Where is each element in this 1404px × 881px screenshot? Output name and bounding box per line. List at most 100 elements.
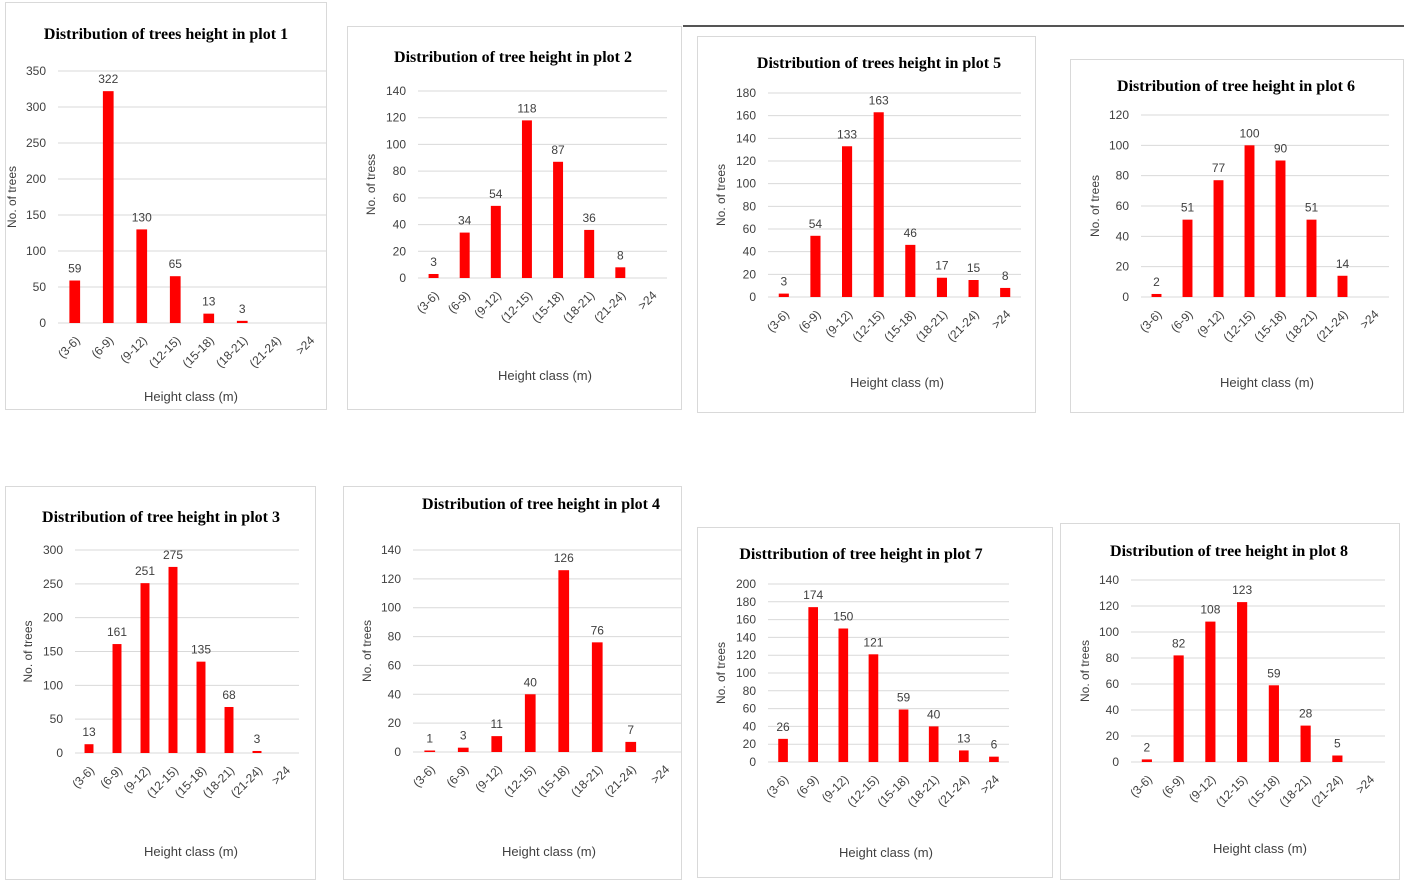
y-axis-label: No. of trees <box>714 164 728 226</box>
data-label-12-15: 123 <box>1232 583 1252 597</box>
chart-svg: Distribution of tree height in plot 6 0 20… <box>1088 78 1389 390</box>
bar-9-12 <box>491 736 503 752</box>
data-label-21-24: 8 <box>617 248 624 262</box>
chart-svg: Distribution of tree height in plot 4 0 20… <box>360 496 681 859</box>
data-label-12-15: 163 <box>869 93 889 107</box>
y-tick-label: 150 <box>26 208 46 222</box>
y-tick-label: 180 <box>736 86 756 100</box>
bar-15-18 <box>1275 160 1286 297</box>
bar-18-21 <box>1300 725 1311 762</box>
bar-21-24 <box>968 280 979 297</box>
data-label-15-18: 46 <box>904 226 918 240</box>
x-tick-label-18-21: (18-21) <box>905 772 942 809</box>
y-tick-label: 160 <box>736 109 756 123</box>
y-axis-label: No. of trees <box>21 620 35 682</box>
y-tick-label: 250 <box>26 136 46 150</box>
data-label-18-21: 28 <box>1299 707 1313 721</box>
y-tick-label: 20 <box>393 244 407 258</box>
bar-3-6 <box>424 750 436 752</box>
bar-3-6 <box>1151 293 1162 297</box>
y-tick-label: 150 <box>43 645 63 659</box>
chart-panel-6: Distribution of tree height in plot 4 0 20… <box>343 486 682 880</box>
x-tick-label-3-6: (3-6) <box>410 762 438 790</box>
data-label-15-18: 90 <box>1274 142 1288 156</box>
y-tick-label: 100 <box>26 244 46 258</box>
bar-12-15 <box>521 120 532 278</box>
data-label-6-9: 82 <box>1172 636 1186 650</box>
y-tick-label: 20 <box>743 267 757 281</box>
y-tick-label: 250 <box>43 577 63 591</box>
data-label-15-18: 59 <box>1267 666 1281 680</box>
x-tick-label-6-9: (6-9) <box>89 333 117 361</box>
data-label-21-24: 7 <box>627 723 634 737</box>
y-tick-label: 100 <box>43 678 63 692</box>
bar-9-12 <box>136 229 148 323</box>
bar-6-9 <box>112 644 122 753</box>
chart-svg: Distribution of tree height in plot 8 0 20… <box>1078 543 1385 856</box>
chart-panel-3: Distribution of trees height in plot 5 0 2… <box>697 36 1036 413</box>
data-label-18-21: 40 <box>927 707 941 721</box>
x-tick-label-21-24: (21-24) <box>935 772 972 809</box>
y-tick-label: 0 <box>394 745 401 759</box>
data-label-6-9: 3 <box>460 729 467 743</box>
bar-9-12 <box>140 583 150 753</box>
bar-12-15 <box>1237 602 1248 762</box>
y-tick-label: 60 <box>743 222 757 236</box>
data-label-21-24: 5 <box>1334 737 1341 751</box>
data-label-18-21: 36 <box>583 211 597 225</box>
y-tick-label: 120 <box>736 648 756 662</box>
bar-9-12 <box>842 146 853 297</box>
data-label-18-21: 3 <box>239 302 246 316</box>
x-tick-label-15-18: (15-18) <box>874 772 911 809</box>
bar-15-18 <box>558 570 570 752</box>
x-tick-label-21-24: (21-24) <box>591 288 628 325</box>
y-tick-label: 80 <box>1116 169 1130 183</box>
bar-6-9 <box>459 232 470 278</box>
x-tick-label-21-24: (21-24) <box>228 763 265 800</box>
x-tick-label-12-15: (12-15) <box>844 772 881 809</box>
bar-3-6 <box>84 744 94 753</box>
data-label-15-18: 87 <box>551 143 565 157</box>
y-tick-label: 0 <box>1112 755 1119 769</box>
y-tick-label: 80 <box>743 684 757 698</box>
data-label-12-15: 65 <box>169 257 183 271</box>
x-tick-label-9-12: (9-12) <box>472 762 505 795</box>
bar-15-18 <box>553 161 564 278</box>
x-tick-label-12-15: (12-15) <box>146 333 183 370</box>
bar-24 <box>1000 287 1011 297</box>
data-label-3-6: 3 <box>430 255 437 269</box>
data-label-15-18: 59 <box>897 690 911 704</box>
bar-15-18 <box>1268 685 1279 762</box>
chart-svg: Distribution of trees height in plot 1 0 5… <box>5 26 326 404</box>
y-tick-label: 200 <box>43 611 63 625</box>
x-tick-label-15-18: (15-18) <box>180 333 217 370</box>
chart-title: Distribution of tree height in plot 3 <box>42 509 280 526</box>
y-tick-label: 40 <box>388 687 402 701</box>
data-label-9-12: 133 <box>837 127 857 141</box>
x-axis-label: Height class (m) <box>839 845 933 860</box>
x-tick-label-24: >24 <box>648 762 673 787</box>
x-tick-label-18-21: (18-21) <box>1276 772 1313 809</box>
bar-18-21 <box>236 320 248 323</box>
data-label-21-24: 15 <box>967 261 981 275</box>
data-label-3-6: 2 <box>1144 740 1151 754</box>
y-tick-label: 20 <box>388 716 402 730</box>
x-tick-label-3-6: (3-6) <box>763 772 791 800</box>
y-tick-label: 80 <box>388 630 402 644</box>
chart-svg: Disttribution of tree height in plot 7 0 2… <box>714 546 1009 860</box>
y-axis-label: No. of trees <box>714 642 728 704</box>
x-tick-label-12-15: (12-15) <box>501 762 538 799</box>
data-label-6-9: 54 <box>809 217 823 231</box>
data-label-9-12: 150 <box>833 610 853 624</box>
chart-panel-1: Distribution of trees height in plot 1 0 5… <box>5 2 327 410</box>
x-tick-label-24: >24 <box>635 288 660 313</box>
y-tick-label: 40 <box>743 245 757 259</box>
chart-svg: Distribution of tree height in plot 2 0 20… <box>364 49 667 383</box>
y-tick-label: 40 <box>1116 229 1130 243</box>
y-tick-label: 80 <box>743 199 757 213</box>
bar-3-6 <box>1141 759 1152 762</box>
y-tick-label: 140 <box>736 630 756 644</box>
data-label-24: 6 <box>991 738 998 752</box>
x-axis-label: Height class (m) <box>1213 841 1307 856</box>
chart-title: Distribution of trees height in plot 5 <box>757 55 1001 72</box>
